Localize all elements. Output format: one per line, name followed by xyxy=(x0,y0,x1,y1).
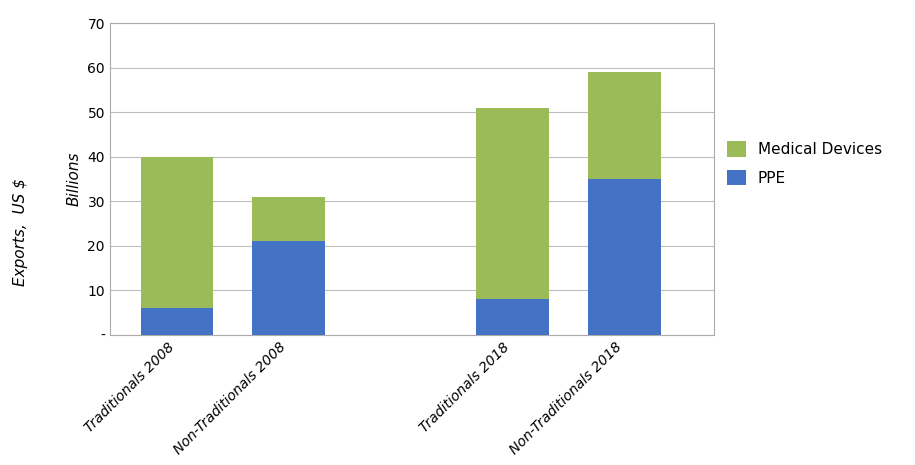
Bar xyxy=(476,108,549,299)
Bar xyxy=(253,241,325,335)
Bar xyxy=(253,197,325,241)
Bar xyxy=(141,308,213,335)
Bar xyxy=(141,157,213,308)
Bar xyxy=(588,72,661,179)
Bar xyxy=(476,299,549,335)
Y-axis label: Billions: Billions xyxy=(67,152,81,206)
Text: Exports,  US $: Exports, US $ xyxy=(13,179,27,286)
Legend: Medical Devices, PPE: Medical Devices, PPE xyxy=(727,141,882,186)
Bar xyxy=(588,179,661,335)
